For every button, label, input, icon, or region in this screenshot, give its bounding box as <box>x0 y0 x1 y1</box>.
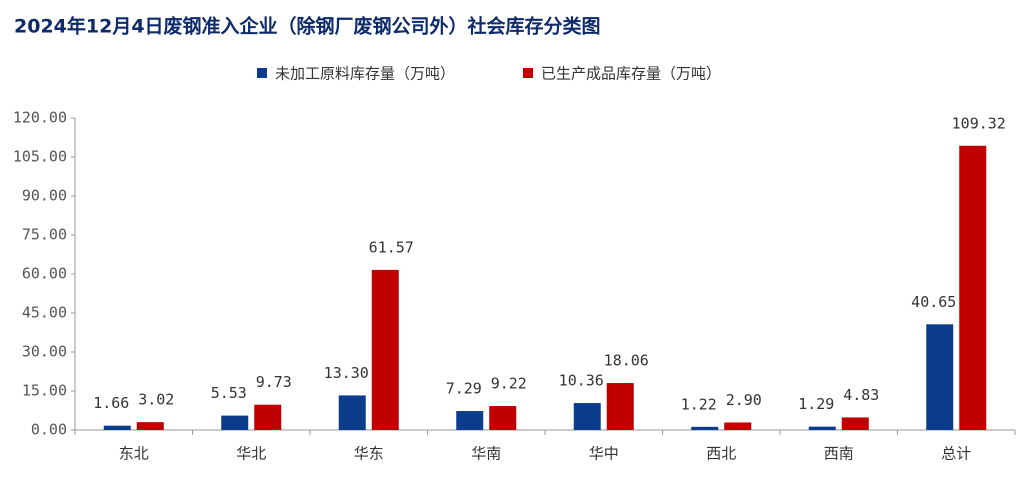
legend-swatch <box>523 68 533 78</box>
value-label: 1.66 <box>93 394 129 412</box>
bar <box>959 145 987 430</box>
value-label: 2.90 <box>726 391 762 409</box>
value-label: 61.57 <box>369 238 414 256</box>
y-tick-label: 90.00 <box>22 187 67 205</box>
value-label: 109.32 <box>952 114 1006 132</box>
x-tick-label: 西南 <box>824 445 854 463</box>
bar <box>691 426 719 430</box>
bar <box>254 404 282 430</box>
value-label: 18.06 <box>604 352 649 370</box>
y-tick-label: 0.00 <box>31 421 67 439</box>
bar <box>573 403 601 430</box>
y-tick-label: 75.00 <box>22 226 67 244</box>
x-tick-label: 华中 <box>589 445 619 463</box>
y-tick-label: 60.00 <box>22 265 67 283</box>
bar <box>456 411 484 430</box>
value-label: 10.36 <box>559 372 604 390</box>
bar <box>606 383 634 430</box>
bar <box>808 426 836 430</box>
x-tick-label: 东北 <box>119 445 149 463</box>
chart-title: 2024年12月4日废钢准入企业（除钢厂废钢公司外）社会库存分类图 <box>14 15 601 38</box>
x-tick-label: 华北 <box>236 445 266 463</box>
y-tick-label: 15.00 <box>22 382 67 400</box>
value-label: 3.02 <box>138 391 174 409</box>
x-tick-label: 西北 <box>706 445 736 463</box>
value-label: 7.29 <box>446 380 482 398</box>
value-label: 9.22 <box>491 375 527 393</box>
x-tick-label: 华东 <box>354 445 384 463</box>
y-tick-label: 30.00 <box>22 343 67 361</box>
bar <box>221 415 249 430</box>
bar <box>371 269 399 430</box>
value-label: 5.53 <box>211 384 247 402</box>
value-label: 1.29 <box>798 395 834 413</box>
bar <box>489 406 517 430</box>
bar <box>841 417 869 430</box>
y-tick-label: 105.00 <box>13 148 67 166</box>
bar <box>103 425 131 430</box>
x-tick-label: 华南 <box>471 445 501 463</box>
bar <box>926 324 954 430</box>
value-label: 1.22 <box>681 395 717 413</box>
value-label: 9.73 <box>256 373 292 391</box>
bar <box>724 422 752 430</box>
x-tick-label: 总计 <box>941 445 971 463</box>
bar <box>136 422 164 430</box>
value-label: 40.65 <box>911 293 956 311</box>
value-label: 13.30 <box>324 364 369 382</box>
value-label: 4.83 <box>843 386 879 404</box>
y-tick-label: 120.00 <box>13 109 67 127</box>
bar <box>338 395 366 430</box>
legend-label: 未加工原料库存量（万吨） <box>275 65 455 83</box>
legend-label: 已生产成品库存量（万吨） <box>541 65 721 83</box>
legend-swatch <box>257 68 267 78</box>
y-tick-label: 45.00 <box>22 304 67 322</box>
